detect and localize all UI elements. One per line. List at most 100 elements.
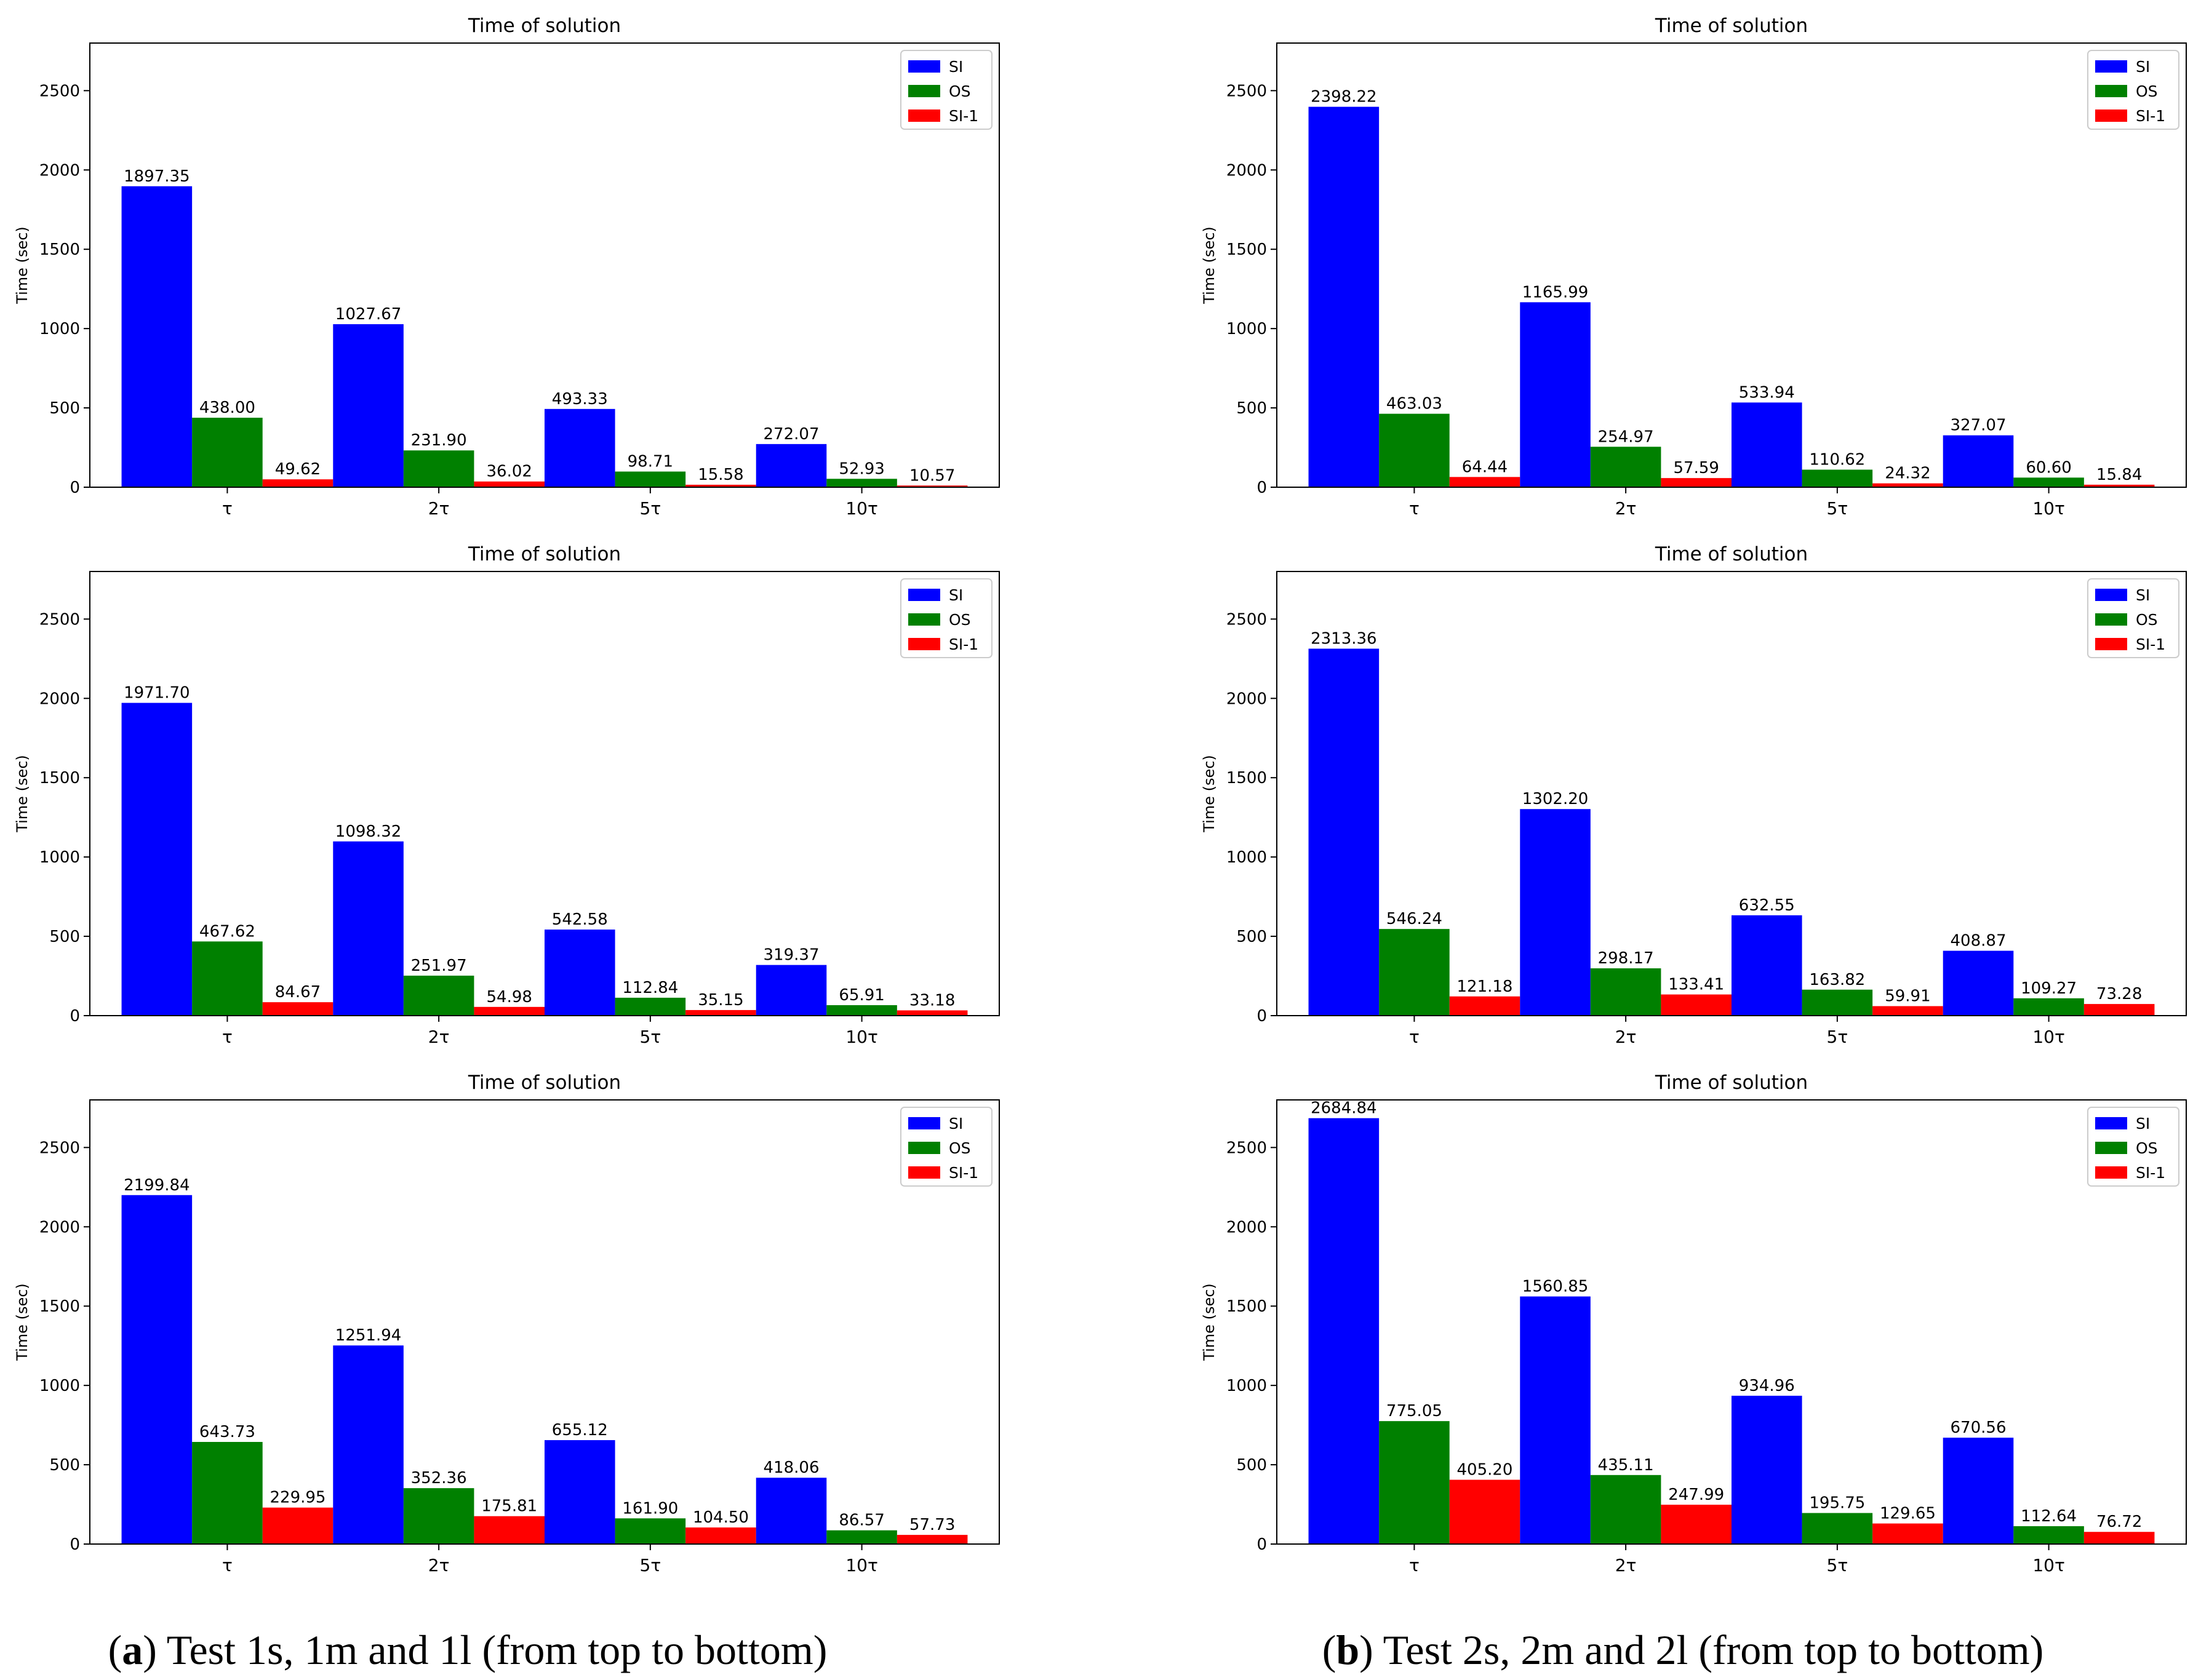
bar-si-2 — [1520, 302, 1591, 487]
bar-si-1-1 — [262, 479, 334, 487]
bar-si-1-2 — [474, 481, 545, 487]
bar-value-label: 33.18 — [909, 991, 955, 1009]
bar-value-label: 1098.32 — [335, 822, 402, 841]
y-axis-label: Time (sec) — [1200, 226, 1218, 305]
bar-value-label: 175.81 — [481, 1497, 537, 1516]
legend-label-os: OS — [2136, 611, 2158, 629]
y-tick-label: 0 — [70, 1007, 80, 1025]
bar-value-label: 52.93 — [839, 460, 884, 478]
y-tick-label: 0 — [1256, 1535, 1267, 1554]
bar-os-3 — [615, 1518, 686, 1544]
plot-frame — [89, 571, 1000, 1016]
bar-value-label: 251.97 — [411, 957, 467, 975]
bar-si-3 — [545, 1440, 615, 1544]
y-tick-label: 1000 — [1226, 1377, 1267, 1395]
bar-value-label: 655.12 — [552, 1421, 608, 1439]
chart-title: Time of solution — [468, 1072, 621, 1094]
bar-value-label: 247.99 — [1668, 1486, 1724, 1504]
y-tick-label: 2000 — [1226, 1218, 1267, 1236]
bar-value-label: 670.56 — [1951, 1419, 2007, 1437]
bar-si-1-2 — [474, 1516, 545, 1544]
bar-value-label: 15.58 — [698, 466, 743, 484]
plot-frame — [89, 1099, 1000, 1545]
y-tick-label: 2500 — [1226, 610, 1267, 629]
bar-si-1 — [121, 186, 193, 487]
legend-swatch-os — [908, 85, 940, 97]
legend: SI OS SI-1 — [2087, 1107, 2179, 1187]
y-tick-label: 0 — [70, 479, 80, 497]
bar-value-label: 435.11 — [1598, 1456, 1654, 1475]
bar-value-label: 84.67 — [275, 983, 321, 1001]
chart-2m: Time of solution Time (sec) 0 500 1000 1500 20… — [1200, 543, 2187, 1047]
y-tick-label: 2000 — [39, 161, 80, 180]
x-tick-label: 5τ — [1827, 1555, 1848, 1575]
legend-swatch-si-1 — [908, 1166, 940, 1179]
y-tick-label: 2000 — [39, 690, 80, 708]
bar-os-1 — [192, 418, 263, 487]
caption-a-text: Test 1s, 1m and 1l (from top to bottom) — [167, 1626, 828, 1673]
bar-value-label: 463.03 — [1386, 395, 1442, 413]
x-tick-label: τ — [1409, 498, 1420, 519]
bar-os-2 — [403, 450, 474, 487]
x-tick-label: 2τ — [1615, 1555, 1637, 1575]
plot-frame — [1276, 42, 2187, 488]
bar-si-2 — [333, 841, 404, 1016]
legend-label-os: OS — [949, 1139, 971, 1157]
bar-value-label: 1897.35 — [124, 167, 190, 186]
x-tick-label: 10τ — [2032, 1027, 2065, 1047]
legend-label-si-1: SI-1 — [949, 107, 978, 125]
bar-value-label: 24.32 — [1885, 464, 1930, 483]
bar-si-1-3 — [1872, 1523, 1943, 1544]
legend-label-si: SI — [2136, 586, 2150, 604]
bar-value-label: 1971.70 — [124, 684, 190, 703]
bar-value-label: 1165.99 — [1522, 283, 1589, 301]
bar-os-4 — [826, 1005, 897, 1016]
bar-si-1-1 — [1449, 1479, 1520, 1544]
bar-si-1 — [121, 703, 193, 1016]
legend-swatch-si-1 — [2095, 109, 2127, 122]
y-tick-label: 1500 — [39, 241, 80, 259]
bar-si-4 — [756, 444, 827, 487]
bar-si-1-3 — [685, 1009, 756, 1016]
bar-value-label: 86.57 — [839, 1511, 884, 1530]
bar-value-label: 542.58 — [552, 910, 608, 929]
bar-value-label: 60.60 — [2026, 458, 2071, 477]
bar-value-label: 775.05 — [1386, 1402, 1442, 1420]
bar-value-label: 1560.85 — [1522, 1278, 1589, 1296]
bar-os-1 — [192, 1442, 263, 1544]
x-tick-label: 5τ — [640, 498, 661, 519]
y-tick-label: 1000 — [1226, 848, 1267, 867]
caption-a-letter: a — [122, 1626, 143, 1673]
bar-os-3 — [615, 471, 686, 487]
legend-label-si: SI — [949, 1115, 963, 1133]
bar-si-1 — [121, 1195, 193, 1544]
legend-swatch-os — [2095, 1142, 2127, 1154]
legend-swatch-os — [2095, 85, 2127, 97]
bar-value-label: 65.91 — [839, 986, 884, 1005]
legend-swatch-si-1 — [908, 638, 940, 650]
bar-si-3 — [1732, 915, 1802, 1016]
x-tick-label: 2τ — [428, 498, 450, 519]
bar-value-label: 2398.22 — [1311, 88, 1377, 106]
bar-value-label: 35.15 — [698, 991, 743, 1009]
plot-frame — [89, 42, 1000, 488]
chart-1m: Time of solution Time (sec) 0 500 1000 1500 20… — [14, 543, 1000, 1047]
bar-value-label: 1251.94 — [335, 1326, 402, 1345]
y-tick-label: 1500 — [1226, 241, 1267, 259]
y-tick-label: 1000 — [39, 320, 80, 338]
bar-os-4 — [826, 1530, 897, 1544]
chart-title: Time of solution — [468, 15, 621, 37]
bar-os-4 — [2013, 998, 2084, 1016]
legend-swatch-os — [908, 1142, 940, 1154]
legend-swatch-si — [908, 60, 940, 73]
legend-swatch-si — [908, 589, 940, 601]
bar-si-1-3 — [685, 1527, 756, 1544]
caption-b-letter: b — [1336, 1626, 1359, 1673]
bar-value-label: 319.37 — [764, 946, 820, 965]
legend-label-si-1: SI-1 — [2136, 635, 2165, 653]
legend-label-si-1: SI-1 — [949, 635, 978, 653]
bar-value-label: 109.27 — [2021, 979, 2077, 998]
legend-label-os: OS — [2136, 82, 2158, 100]
y-tick-label: 500 — [49, 399, 80, 418]
bar-value-label: 163.82 — [1809, 971, 1865, 989]
